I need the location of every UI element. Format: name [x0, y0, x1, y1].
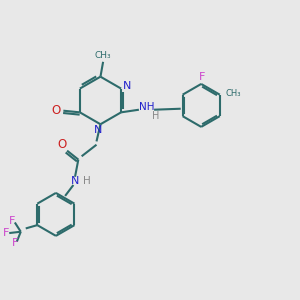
Text: CH₃: CH₃	[226, 88, 242, 98]
Text: N: N	[94, 125, 102, 135]
Text: NH: NH	[139, 102, 154, 112]
Text: F: F	[12, 238, 18, 248]
Text: F: F	[3, 228, 9, 239]
Text: F: F	[9, 216, 16, 226]
Text: F: F	[199, 72, 205, 82]
Text: O: O	[57, 138, 66, 151]
Text: CH₃: CH₃	[95, 51, 111, 60]
Text: O: O	[52, 103, 61, 116]
Text: H: H	[152, 111, 159, 121]
Text: H: H	[83, 176, 91, 186]
Text: N: N	[71, 176, 79, 186]
Text: N: N	[123, 81, 131, 91]
